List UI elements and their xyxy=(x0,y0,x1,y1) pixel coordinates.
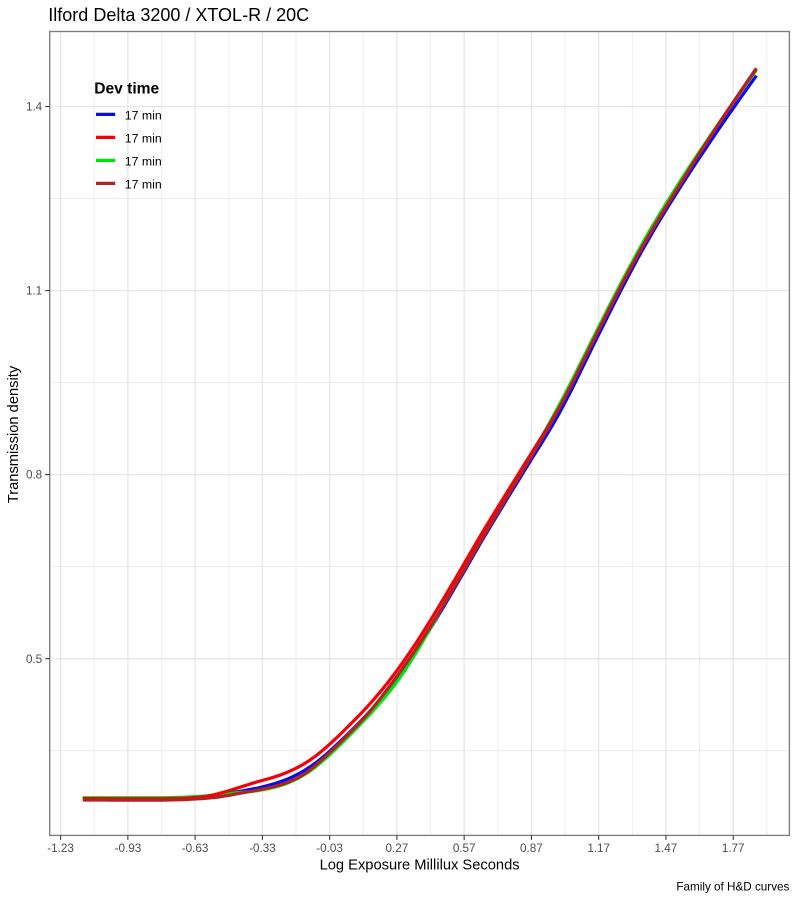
svg-text:1.77: 1.77 xyxy=(722,842,745,855)
svg-text:Log Exposure Millilux Seconds: Log Exposure Millilux Seconds xyxy=(320,857,520,873)
svg-text:Transmission density: Transmission density xyxy=(6,365,22,503)
svg-text:1.1: 1.1 xyxy=(26,285,42,298)
svg-text:1.17: 1.17 xyxy=(587,842,610,855)
svg-text:0.5: 0.5 xyxy=(26,653,43,666)
svg-text:17 min: 17 min xyxy=(125,131,162,145)
svg-text:17 min: 17 min xyxy=(125,177,162,191)
svg-text:17 min: 17 min xyxy=(125,154,162,168)
svg-text:0.27: 0.27 xyxy=(386,842,409,855)
svg-text:0.8: 0.8 xyxy=(26,469,42,482)
svg-text:Dev time: Dev time xyxy=(94,80,159,97)
svg-text:-0.63: -0.63 xyxy=(182,842,209,855)
svg-text:0.87: 0.87 xyxy=(520,842,543,855)
svg-text:17 min: 17 min xyxy=(125,108,162,122)
svg-text:-1.23: -1.23 xyxy=(47,842,74,855)
svg-text:1.47: 1.47 xyxy=(655,842,678,855)
svg-text:-0.03: -0.03 xyxy=(316,842,343,855)
svg-text:1.4: 1.4 xyxy=(26,101,43,114)
svg-text:0.57: 0.57 xyxy=(453,842,476,855)
svg-text:Family of H&D curves: Family of H&D curves xyxy=(676,880,789,893)
svg-text:-0.33: -0.33 xyxy=(249,842,276,855)
svg-text:-0.93: -0.93 xyxy=(115,842,142,855)
svg-text:Ilford Delta 3200 / XTOL-R / 2: Ilford Delta 3200 / XTOL-R / 20C xyxy=(48,5,309,25)
